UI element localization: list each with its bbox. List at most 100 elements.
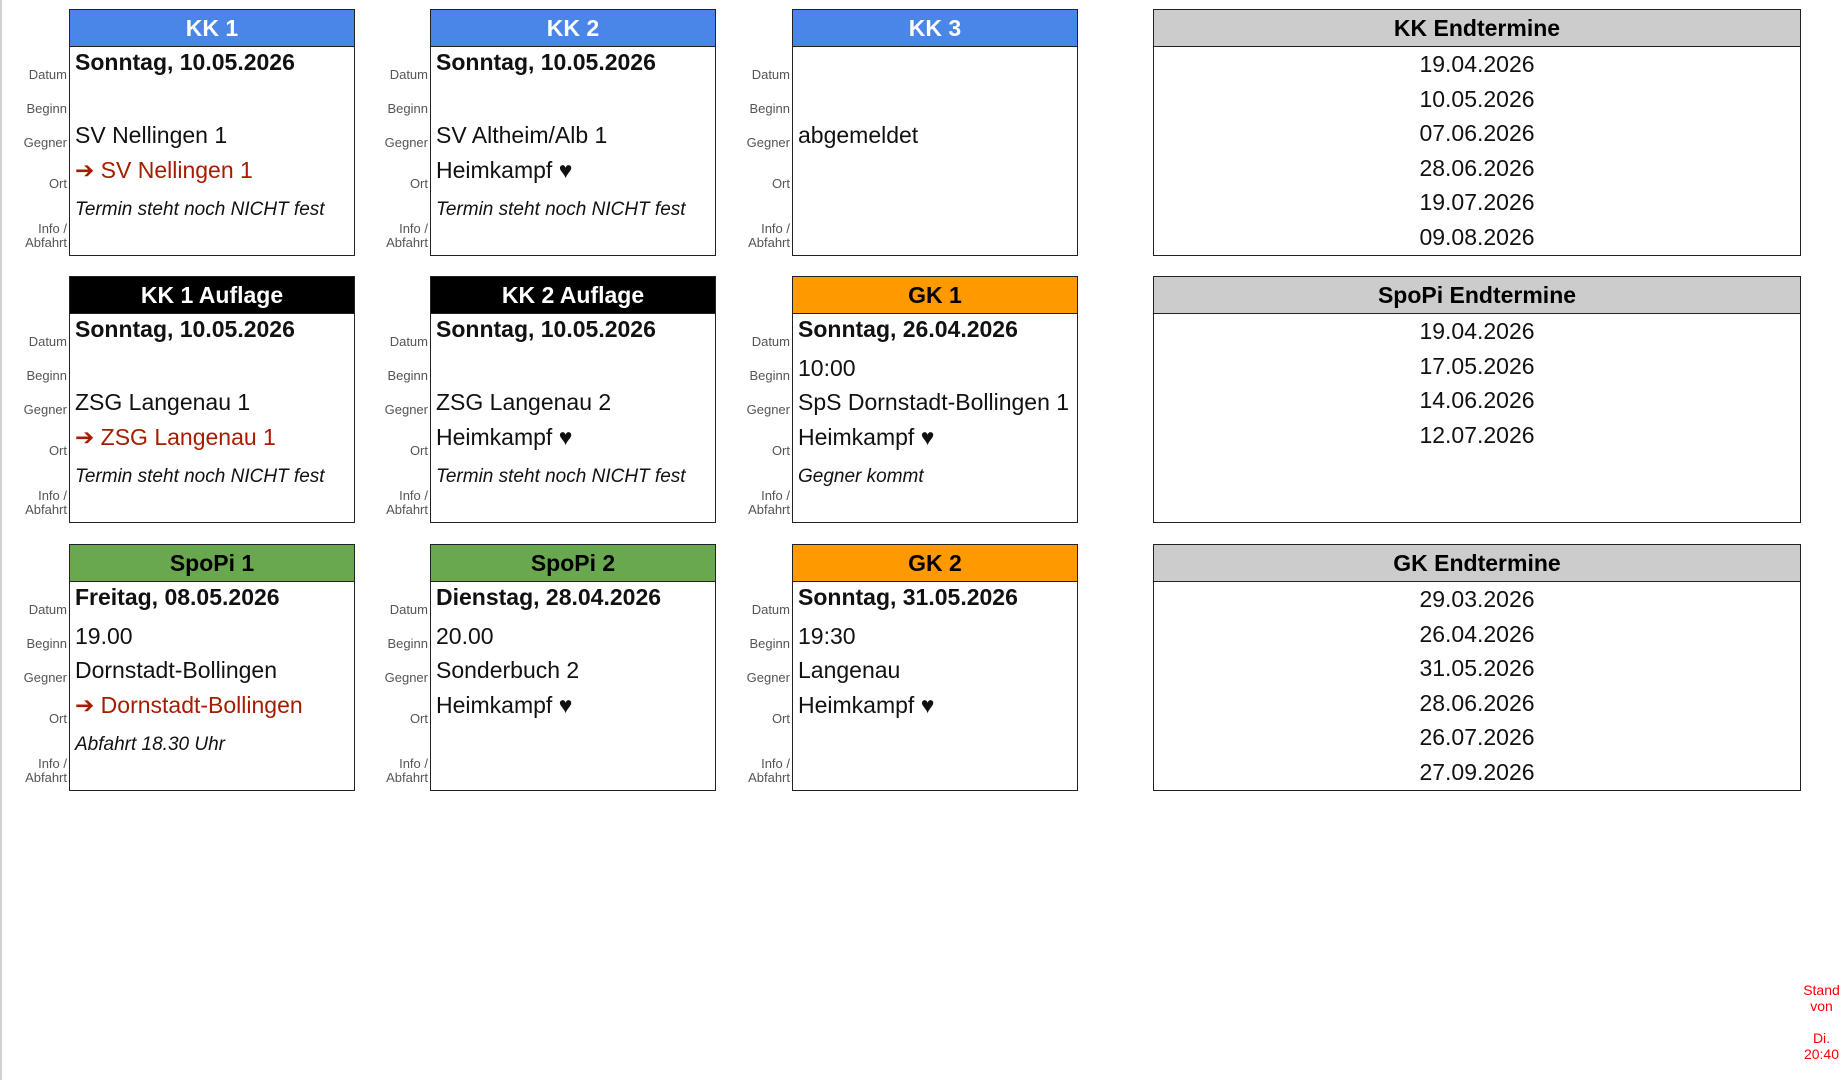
end-date: 26.04.2026 — [1419, 620, 1535, 647]
end-date: 27.09.2026 — [1419, 758, 1535, 785]
field-info — [431, 728, 715, 792]
field-labels: Datum Beginn Gegner Ort Info / Abfahrt — [726, 276, 790, 523]
field-gegner: ZSG Langenau 2 — [436, 389, 612, 415]
end-date: 09.08.2026 — [1419, 223, 1535, 250]
field-label-4: Info / Abfahrt — [386, 488, 428, 517]
end-date: 14.06.2026 — [1419, 387, 1535, 413]
field-label-0: Datum — [389, 67, 428, 82]
field-label-0: Datum — [751, 334, 790, 349]
endtermine-title: SpoPi Endtermine — [1154, 277, 1800, 314]
card-title: KK 1 Auflage — [70, 277, 354, 314]
end-date: 26.07.2026 — [1419, 724, 1535, 750]
field-label-0: Datum — [28, 602, 67, 617]
field-datum: Sonntag, 10.05.2026 — [75, 316, 295, 342]
field-label-3: Ort — [48, 443, 67, 458]
field-beginn: 19:30 — [798, 623, 856, 649]
field-label-1: Beginn — [26, 368, 67, 383]
match-card-spopi-2: SpoPi 2 Dienstag, 28.04.2026 20.00 Sonderbu… — [430, 544, 716, 791]
field-label-4: Info / Abfahrt — [25, 221, 67, 250]
field-label-0: Datum — [28, 334, 67, 349]
card-title: SpoPi 2 — [431, 545, 715, 582]
field-gegner: SV Altheim/Alb 1 — [436, 122, 608, 148]
field-gegner: SV Nellingen 1 — [75, 122, 228, 148]
field-label-2: Gegner — [23, 670, 67, 685]
card-title: KK 2 Auflage — [431, 277, 715, 314]
field-label-0: Datum — [751, 67, 790, 82]
field-label-1: Beginn — [387, 368, 428, 383]
endtermine-2: GK Endtermine 29.03.2026 26.04.2026 31.05.2… — [1153, 544, 1801, 791]
field-label-1: Beginn — [26, 636, 67, 651]
field-ort: Heimkampf ♥ — [436, 157, 573, 183]
field-label-2: Gegner — [384, 402, 428, 417]
field-gegner: SpS Dornstadt-Bollingen 1 — [798, 389, 1070, 415]
field-datum: Dienstag, 28.04.2026 — [436, 584, 662, 610]
field-label-1: Beginn — [26, 101, 67, 116]
end-date: 07.06.2026 — [1419, 120, 1535, 146]
field-label-4: Info / Abfahrt — [748, 221, 790, 250]
field-labels: Datum Beginn Gegner Ort Info / Abfahrt — [364, 9, 428, 256]
field-info: Gegner kommt — [798, 466, 924, 487]
end-date: 17.05.2026 — [1419, 352, 1535, 379]
field-datum: Sonntag, 31.05.2026 — [798, 584, 1018, 610]
field-datum: Freitag, 08.05.2026 — [75, 584, 280, 610]
field-info: Termin steht noch NICHT fest — [436, 466, 686, 487]
field-label-2: Gegner — [746, 670, 790, 685]
field-label-1: Beginn — [387, 636, 428, 651]
field-label-4: Info / Abfahrt — [386, 756, 428, 785]
von-label: von — [1810, 998, 1833, 1014]
field-datum: Sonntag, 10.05.2026 — [75, 49, 295, 75]
stand-time: 20:40 — [1803, 1046, 1840, 1062]
endtermine-0: KK Endtermine 19.04.2026 10.05.2026 07.06.2… — [1153, 9, 1801, 256]
field-label-3: Ort — [771, 443, 790, 458]
field-label-3: Ort — [771, 711, 790, 726]
match-card-kk-2-auflage: KK 2 Auflage Sonntag, 10.05.2026 ZSG Lange… — [430, 276, 716, 523]
field-info — [793, 193, 1077, 257]
field-beginn — [431, 81, 715, 115]
field-info: Termin steht noch NICHT fest — [75, 199, 325, 220]
field-gegner: Langenau — [798, 657, 901, 683]
field-labels: Datum Beginn Gegner Ort Info / Abfahrt — [726, 544, 790, 791]
field-label-3: Ort — [409, 443, 428, 458]
field-label-2: Gegner — [23, 402, 67, 417]
stand-day: Di. — [1812, 1030, 1831, 1046]
card-title: KK 2 — [431, 10, 715, 47]
field-labels: Datum Beginn Gegner Ort Info / Abfahrt — [364, 276, 428, 523]
field-label-1: Beginn — [749, 101, 790, 116]
end-date: 12.07.2026 — [1419, 421, 1535, 448]
match-card-kk-1-auflage: KK 1 Auflage Sonntag, 10.05.2026 ZSG Lange… — [69, 276, 355, 523]
field-datum: Sonntag, 26.04.2026 — [798, 316, 1018, 342]
field-label-4: Info / Abfahrt — [25, 488, 67, 517]
field-label-1: Beginn — [749, 368, 790, 383]
field-label-4: Info / Abfahrt — [25, 756, 67, 785]
field-beginn: 10:00 — [798, 355, 856, 381]
field-labels: Datum Beginn Gegner Ort Info / Abfahrt — [726, 9, 790, 256]
end-date: 19.04.2026 — [1419, 318, 1535, 344]
field-info — [793, 728, 1077, 792]
field-labels: Datum Beginn Gegner Ort Info / Abfahrt — [3, 544, 67, 791]
end-date: 28.06.2026 — [1419, 154, 1535, 181]
field-ort: Heimkampf ♥ — [436, 424, 573, 450]
card-title: KK 3 — [793, 10, 1077, 47]
endtermine-title: KK Endtermine — [1154, 10, 1800, 47]
match-card-spopi-1: SpoPi 1 Freitag, 08.05.2026 19.00 Dornstadt… — [69, 544, 355, 791]
field-ort: ➔ Dornstadt-Bollingen — [75, 692, 303, 718]
field-datum — [793, 47, 1077, 81]
last-updated: Stand von Di. 20:40 — [1800, 982, 1843, 1062]
field-label-3: Ort — [48, 176, 67, 191]
field-label-4: Info / Abfahrt — [386, 221, 428, 250]
field-label-1: Beginn — [749, 636, 790, 651]
left-border — [0, 0, 2, 1080]
field-gegner: ZSG Langenau 1 — [75, 389, 251, 415]
field-label-2: Gegner — [384, 670, 428, 685]
end-date: 29.03.2026 — [1419, 586, 1535, 612]
field-ort: Heimkampf ♥ — [436, 692, 573, 718]
endtermine-1: SpoPi Endtermine 19.04.2026 17.05.2026 14.0… — [1153, 276, 1801, 523]
stand-label: Stand — [1803, 982, 1840, 998]
match-card-gk-2: GK 2 Sonntag, 31.05.2026 19:30 Langenau Heim… — [792, 544, 1078, 791]
end-date: 19.04.2026 — [1419, 51, 1535, 77]
end-date: 31.05.2026 — [1419, 655, 1535, 681]
field-beginn — [70, 81, 354, 115]
field-datum: Sonntag, 10.05.2026 — [436, 316, 656, 342]
field-label-4: Info / Abfahrt — [748, 488, 790, 517]
field-beginn — [793, 81, 1077, 115]
